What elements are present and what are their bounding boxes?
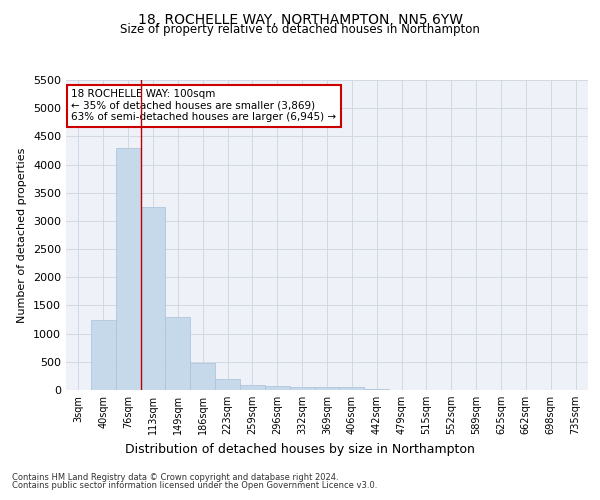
Text: 18 ROCHELLE WAY: 100sqm
← 35% of detached houses are smaller (3,869)
63% of semi: 18 ROCHELLE WAY: 100sqm ← 35% of detache… <box>71 90 337 122</box>
Bar <box>340 387 364 390</box>
Bar <box>91 320 116 390</box>
Bar <box>190 363 215 390</box>
Text: Contains HM Land Registry data © Crown copyright and database right 2024.: Contains HM Land Registry data © Crown c… <box>12 472 338 482</box>
Y-axis label: Number of detached properties: Number of detached properties <box>17 148 28 322</box>
Text: Contains public sector information licensed under the Open Government Licence v3: Contains public sector information licen… <box>12 481 377 490</box>
Bar <box>314 387 340 390</box>
Text: 18, ROCHELLE WAY, NORTHAMPTON, NN5 6YW: 18, ROCHELLE WAY, NORTHAMPTON, NN5 6YW <box>137 12 463 26</box>
Text: Size of property relative to detached houses in Northampton: Size of property relative to detached ho… <box>120 22 480 36</box>
Bar <box>240 385 265 390</box>
Bar <box>290 386 314 390</box>
Bar <box>265 386 290 390</box>
Bar <box>116 148 140 390</box>
Bar <box>215 378 240 390</box>
Text: Distribution of detached houses by size in Northampton: Distribution of detached houses by size … <box>125 442 475 456</box>
Bar <box>140 207 166 390</box>
Bar <box>166 316 190 390</box>
